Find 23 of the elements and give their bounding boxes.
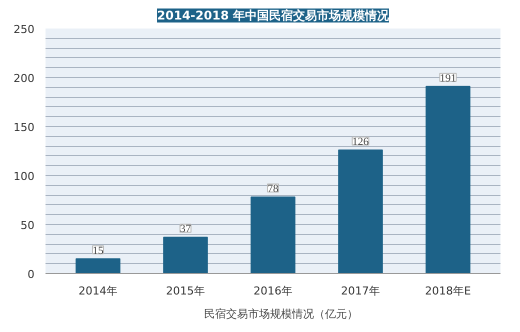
y-tick-label: 0 [28, 268, 34, 281]
y-tick-label: 50 [20, 219, 35, 232]
bar [250, 196, 296, 274]
data-label: 126 [352, 136, 370, 148]
y-tick-label: 200 [14, 72, 35, 85]
data-label: 191 [440, 72, 456, 84]
bar [76, 258, 120, 274]
x-tick-label: 2016年 [254, 284, 293, 298]
x-tick-label: 2018年E [425, 284, 472, 298]
x-tick-label: 2014年 [78, 284, 118, 298]
x-tick-label: 2017年 [341, 284, 380, 298]
text: 民宿交易市场规模情况（亿元） [204, 307, 358, 322]
x-tick-label: 2015年 [166, 284, 206, 298]
bar [338, 150, 383, 274]
data-label: 37 [180, 223, 192, 236]
data-label: 15 [92, 244, 104, 257]
y-tick-label: 150 [14, 121, 35, 134]
chart-title: 2014-2018 年中国民宿交易市场规模情况 [157, 8, 390, 22]
y-tick-label: 100 [14, 170, 35, 183]
bar [163, 236, 208, 274]
data-label: 78 [268, 183, 279, 196]
y-tick-label: 250 [14, 23, 35, 36]
bar [426, 86, 470, 274]
